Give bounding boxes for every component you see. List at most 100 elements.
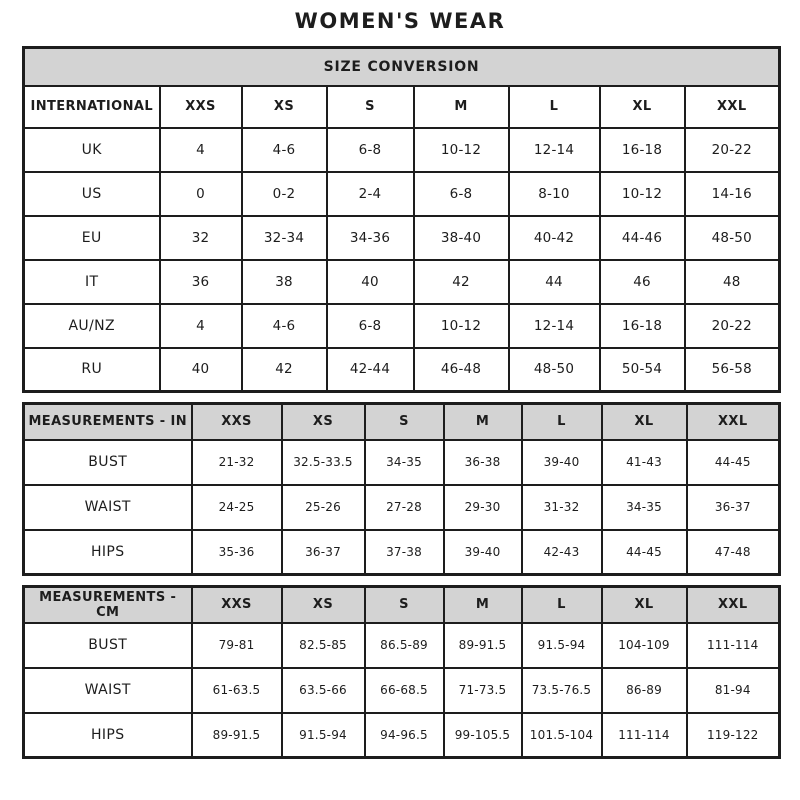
measurements-in-header-row: MEASUREMENTS - IN XXS XS S M L XL XXL bbox=[22, 402, 781, 441]
value-cell: 111-114 bbox=[600, 711, 688, 759]
value-cell: 46-48 bbox=[412, 346, 510, 393]
value-cell: 16-18 bbox=[598, 126, 686, 173]
column-header-xxs: XXS bbox=[190, 402, 283, 441]
table-row-waist: WAIST 61-63.5 63.5-66 66-68.5 71-73.5 73.5-76… bbox=[22, 666, 781, 714]
table-row-waist: WAIST 24-25 25-26 27-28 29-30 31-32 34-35 36-37 bbox=[22, 483, 781, 531]
size-conversion-banner-row: SIZE CONVERSION bbox=[22, 46, 781, 87]
value-cell: 40 bbox=[325, 258, 415, 305]
value-cell: 25-26 bbox=[280, 483, 366, 531]
value-cell: 34-35 bbox=[363, 438, 445, 486]
value-cell: 42 bbox=[240, 346, 328, 393]
value-cell: 111-114 bbox=[685, 621, 781, 669]
value-cell: 99-105.5 bbox=[442, 711, 523, 759]
column-header-s: S bbox=[363, 585, 445, 624]
value-cell: 48-50 bbox=[507, 346, 601, 393]
value-cell: 119-122 bbox=[685, 711, 781, 759]
value-cell: 4-6 bbox=[240, 302, 328, 349]
value-cell: 36-37 bbox=[685, 483, 781, 531]
column-header-s: S bbox=[325, 84, 415, 129]
value-cell: 38 bbox=[240, 258, 328, 305]
value-cell: 89-91.5 bbox=[442, 621, 523, 669]
table-row-eu: EU 32 32-34 34-36 38-40 40-42 44-46 48-50 bbox=[22, 214, 781, 261]
value-cell: 91.5-94 bbox=[280, 711, 366, 759]
value-cell: 10-12 bbox=[598, 170, 686, 217]
row-label-us: US bbox=[22, 170, 161, 217]
value-cell: 4-6 bbox=[240, 126, 328, 173]
column-header-xxl: XXL bbox=[685, 585, 781, 624]
value-cell: 56-58 bbox=[683, 346, 781, 393]
value-cell: 10-12 bbox=[412, 126, 510, 173]
value-cell: 31-32 bbox=[520, 483, 603, 531]
value-cell: 16-18 bbox=[598, 302, 686, 349]
row-label-hips: HIPS bbox=[22, 528, 193, 576]
value-cell: 40 bbox=[158, 346, 243, 393]
value-cell: 44-46 bbox=[598, 214, 686, 261]
value-cell: 36 bbox=[158, 258, 243, 305]
value-cell: 32 bbox=[158, 214, 243, 261]
value-cell: 32.5-33.5 bbox=[280, 438, 366, 486]
value-cell: 2-4 bbox=[325, 170, 415, 217]
table-row-uk: UK 4 4-6 6-8 10-12 12-14 16-18 20-22 bbox=[22, 126, 781, 173]
column-header-international: INTERNATIONAL bbox=[22, 84, 161, 129]
row-label-uk: UK bbox=[22, 126, 161, 173]
value-cell: 91.5-94 bbox=[520, 621, 603, 669]
value-cell: 8-10 bbox=[507, 170, 601, 217]
row-label-waist: WAIST bbox=[22, 666, 193, 714]
row-label-waist: WAIST bbox=[22, 483, 193, 531]
value-cell: 4 bbox=[158, 302, 243, 349]
page-title: WOMEN'S WEAR bbox=[294, 9, 506, 33]
value-cell: 42-44 bbox=[325, 346, 415, 393]
value-cell: 4 bbox=[158, 126, 243, 173]
size-conversion-banner: SIZE CONVERSION bbox=[22, 46, 781, 87]
column-header-xxs: XXS bbox=[190, 585, 283, 624]
row-label-bust: BUST bbox=[22, 438, 193, 486]
value-cell: 101.5-104 bbox=[520, 711, 603, 759]
value-cell: 82.5-85 bbox=[280, 621, 366, 669]
value-cell: 0 bbox=[158, 170, 243, 217]
table-row-bust: BUST 21-32 32.5-33.5 34-35 36-38 39-40 41-43 44… bbox=[22, 438, 781, 486]
column-header-m: M bbox=[442, 402, 523, 441]
column-header-xs: XS bbox=[280, 585, 366, 624]
value-cell: 81-94 bbox=[685, 666, 781, 714]
column-header-l: L bbox=[520, 585, 603, 624]
value-cell: 44 bbox=[507, 258, 601, 305]
column-header-m: M bbox=[442, 585, 523, 624]
value-cell: 34-35 bbox=[600, 483, 688, 531]
value-cell: 38-40 bbox=[412, 214, 510, 261]
table-row-it: IT 36 38 40 42 44 46 48 bbox=[22, 258, 781, 305]
value-cell: 42-43 bbox=[520, 528, 603, 576]
row-label-ru: RU bbox=[22, 346, 161, 393]
value-cell: 86-89 bbox=[600, 666, 688, 714]
column-header-measurements-cm: MEASUREMENTS - CM bbox=[22, 585, 193, 624]
value-cell: 27-28 bbox=[363, 483, 445, 531]
value-cell: 6-8 bbox=[325, 302, 415, 349]
value-cell: 79-81 bbox=[190, 621, 283, 669]
value-cell: 40-42 bbox=[507, 214, 601, 261]
value-cell: 12-14 bbox=[507, 126, 601, 173]
row-label-eu: EU bbox=[22, 214, 161, 261]
table-row-ru: RU 40 42 42-44 46-48 48-50 50-54 56-58 bbox=[22, 346, 781, 393]
row-label-hips: HIPS bbox=[22, 711, 193, 759]
column-header-xxl: XXL bbox=[683, 84, 781, 129]
table-row-hips: HIPS 35-36 36-37 37-38 39-40 42-43 44-45 47-48 bbox=[22, 528, 781, 576]
row-label-bust: BUST bbox=[22, 621, 193, 669]
column-header-xs: XS bbox=[280, 402, 366, 441]
value-cell: 48-50 bbox=[683, 214, 781, 261]
value-cell: 20-22 bbox=[683, 302, 781, 349]
column-header-xxs: XXS bbox=[158, 84, 243, 129]
value-cell: 42 bbox=[412, 258, 510, 305]
column-header-xl: XL bbox=[598, 84, 686, 129]
value-cell: 41-43 bbox=[600, 438, 688, 486]
measurements-in-table: MEASUREMENTS - IN XXS XS S M L XL XXL BUST 21-32… bbox=[22, 402, 781, 576]
column-header-m: M bbox=[412, 84, 510, 129]
value-cell: 71-73.5 bbox=[442, 666, 523, 714]
value-cell: 50-54 bbox=[598, 346, 686, 393]
value-cell: 36-37 bbox=[280, 528, 366, 576]
measurements-cm-table: MEASUREMENTS - CM XXS XS S M L XL XXL BUST 79-81… bbox=[22, 585, 781, 759]
value-cell: 20-22 bbox=[683, 126, 781, 173]
table-row-hips: HIPS 89-91.5 91.5-94 94-96.5 99-105.5 101.5-1… bbox=[22, 711, 781, 759]
value-cell: 32-34 bbox=[240, 214, 328, 261]
value-cell: 14-16 bbox=[683, 170, 781, 217]
value-cell: 21-32 bbox=[190, 438, 283, 486]
